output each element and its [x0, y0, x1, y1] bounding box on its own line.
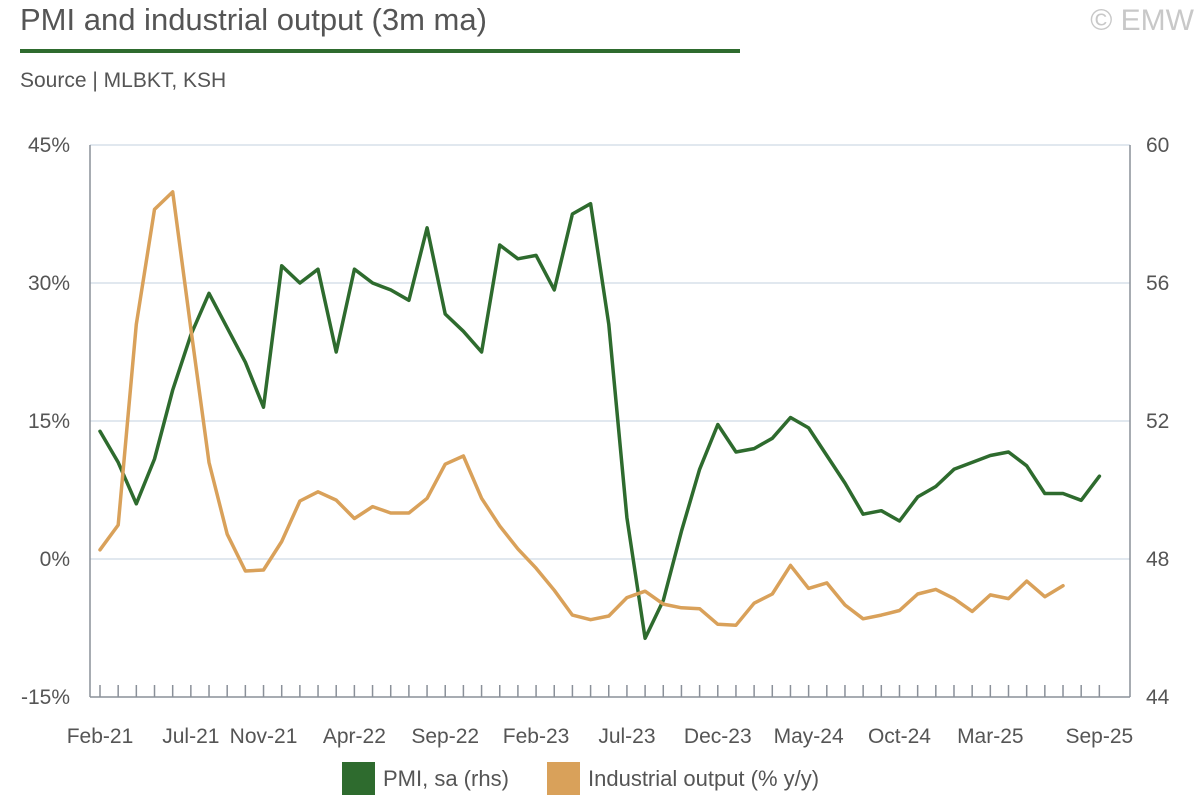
y-left-tick-label: 15%: [28, 410, 70, 433]
legend-item-pmi: PMI, sa (rhs): [342, 762, 509, 795]
gridlines: [90, 144, 1130, 560]
legend-item-industrial: Industrial output (% y/y): [547, 762, 819, 795]
legend-swatch-industrial: [547, 762, 580, 795]
y-left-tick-label: 0%: [40, 548, 70, 571]
source-note: Source | MLBKT, KSH: [20, 69, 227, 92]
legend-label-pmi: PMI, sa (rhs): [383, 765, 509, 791]
x-tick-label: Oct-24: [868, 725, 931, 748]
y-left-tick-label: 30%: [28, 272, 70, 295]
series-line-industrial-output: [98, 190, 1065, 627]
y-right-tick-label: 48: [1146, 548, 1169, 571]
x-axis-ticks: [99, 685, 1101, 697]
y-right-tick-label: 56: [1146, 272, 1169, 295]
x-tick-label: Sep-22: [411, 725, 479, 748]
x-tick-label: Mar-25: [957, 725, 1024, 748]
x-tick-label: Jul-23: [598, 725, 655, 748]
y-right-tick-label: 60: [1146, 134, 1169, 157]
copyright-label: © EMW: [1090, 4, 1194, 37]
x-tick-label: May-24: [774, 725, 844, 748]
legend-swatch-pmi: [342, 762, 375, 795]
tick-labels: 45% 60 30% 56 15% 52 0% 48 -15% 44 Feb-21 Jul-21 Nov…: [21, 134, 1170, 748]
y-left-tick-label: 45%: [28, 134, 70, 157]
x-tick-label: Nov-21: [230, 725, 298, 748]
y-right-tick-label: 44: [1146, 686, 1170, 709]
series-line-pmi: [98, 201, 1102, 641]
x-tick-label: Jul-21: [162, 725, 219, 748]
legend-label-industrial: Industrial output (% y/y): [588, 765, 820, 791]
x-tick-label: Apr-22: [323, 725, 386, 748]
title-underline: [20, 49, 740, 53]
chart-title: PMI and industrial output (3m ma): [20, 2, 487, 37]
y-left-tick-label: -15%: [21, 686, 70, 709]
x-tick-label: Dec-23: [684, 725, 752, 748]
x-tick-label: Feb-21: [67, 725, 134, 748]
x-tick-label: Sep-25: [1065, 725, 1133, 748]
legend: PMI, sa (rhs) Industrial output (% y/y): [0, 762, 1200, 802]
series-lines: [98, 190, 1102, 641]
x-tick-label: Feb-23: [503, 725, 570, 748]
y-right-tick-label: 52: [1146, 410, 1169, 433]
